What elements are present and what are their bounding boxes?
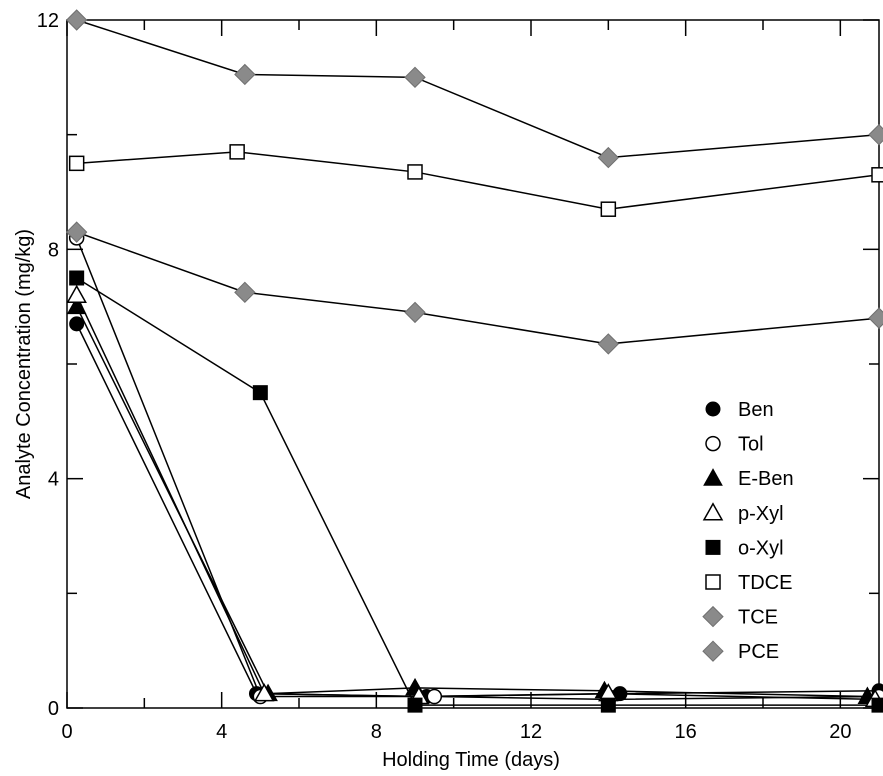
data-point-o-xyl: [600, 697, 616, 713]
legend-label-tol: Tol: [738, 434, 764, 456]
data-point-pce: [597, 146, 620, 169]
legend-marker-e-ben: [703, 468, 723, 486]
legend-marker-tce: [702, 605, 724, 628]
data-point-tce: [404, 301, 426, 324]
y-tick-label: 12: [37, 10, 59, 32]
x-tick-label: 12: [520, 721, 542, 743]
series-line-tce: [76, 231, 880, 345]
x-tick-label: 16: [675, 721, 697, 743]
data-point-o-xyl: [407, 697, 423, 713]
legend-marker-pce: [702, 640, 724, 662]
legend-label-tdce: TDCE: [738, 572, 792, 594]
data-point-pce: [65, 9, 88, 31]
series-lines: [75, 19, 880, 706]
data-point-tdce: [600, 201, 617, 217]
x-axis-title: Holding Time (days): [382, 749, 560, 771]
data-point-ben: [69, 316, 85, 332]
data-point-tce: [234, 281, 256, 304]
legend-label-p-xyl: p-Xyl: [738, 503, 784, 525]
data-point-tce: [65, 221, 88, 243]
legend-label-pce: PCE: [738, 641, 779, 663]
legend-label-o-xyl: o-Xyl: [738, 537, 784, 559]
legend-marker-ben: [705, 401, 721, 417]
data-point-pce: [234, 63, 256, 86]
axis-ticks: [66, 19, 879, 709]
legend-marker-tol: [705, 435, 721, 452]
data-point-tce: [597, 333, 620, 355]
data-point-p-xyl: [66, 284, 87, 303]
y-tick-label: 0: [48, 698, 59, 720]
legend-marker-o-xyl: [705, 539, 721, 555]
data-point-e-ben: [66, 296, 87, 315]
y-axis-title: Analyte Concentration (mg/kg): [13, 229, 35, 499]
data-point-tce: [868, 307, 883, 329]
data-point-tdce: [229, 144, 245, 160]
legend: Ben Tol E-Ben p-Xyl o-Xyl TDCE TCE PCE: [702, 399, 794, 663]
series-line-pce: [76, 19, 880, 159]
plot-border: [66, 19, 880, 709]
data-point-p-xyl: [253, 683, 275, 702]
legend-marker-tdce: [705, 574, 721, 590]
data-point-o-xyl: [252, 385, 268, 401]
series-line-tdce: [76, 151, 880, 210]
legend-marker-p-xyl: [702, 502, 724, 521]
data-point-tdce: [407, 164, 423, 180]
data-point-o-xyl: [871, 697, 883, 713]
x-tick-label: 0: [61, 721, 72, 743]
y-tick-label: 4: [48, 469, 59, 491]
x-tick-label: 8: [371, 721, 382, 743]
series-line-e-ben: [75, 306, 868, 698]
data-point-pce: [404, 66, 426, 89]
y-tick-label: 8: [48, 239, 59, 261]
series-line-p-xyl: [75, 294, 876, 701]
legend-label-e-ben: E-Ben: [738, 468, 794, 490]
data-point-tdce: [68, 155, 85, 172]
plot-frame: [66, 19, 880, 709]
data-point-tdce: [871, 167, 883, 183]
data-point-pce: [868, 123, 883, 146]
data-point-tol: [426, 688, 443, 705]
data-point-o-xyl: [69, 270, 85, 286]
axis-tick-labels: 0 4 8 12 16 20 0 4 8 12: [37, 10, 852, 743]
legend-label-ben: Ben: [738, 399, 774, 421]
x-tick-label: 20: [829, 721, 851, 743]
legend-label-tce: TCE: [738, 607, 778, 629]
series-markers: [65, 9, 883, 713]
x-tick-label: 4: [216, 721, 227, 743]
